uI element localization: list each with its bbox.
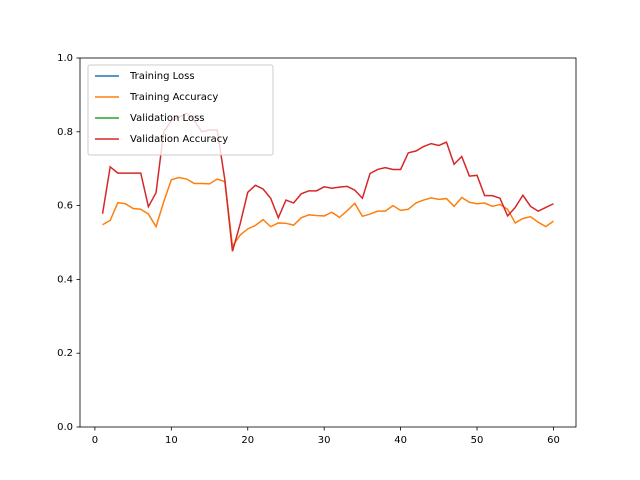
y-tick-label: 0.2 <box>57 348 73 359</box>
x-tick-label: 50 <box>471 435 484 446</box>
x-tick-label: 60 <box>547 435 560 446</box>
legend-label: Validation Loss <box>130 113 205 124</box>
y-tick-label: 0.6 <box>57 201 73 212</box>
y-tick-label: 0.0 <box>57 422 73 433</box>
legend-label: Training Loss <box>129 71 195 82</box>
series-line <box>102 176 554 249</box>
x-tick-label: 30 <box>318 435 331 446</box>
legend-box <box>87 64 274 156</box>
x-tick-label: 20 <box>241 435 254 446</box>
x-tick-label: 10 <box>165 435 178 446</box>
plot-frame <box>79 57 577 428</box>
y-tick-label: 0.4 <box>57 274 73 285</box>
legend-label: Training Accuracy <box>129 92 218 103</box>
legend-label: Validation Accuracy <box>130 134 228 145</box>
y-tick-label: 1.0 <box>57 53 73 64</box>
y-tick-label: 0.8 <box>57 127 73 138</box>
x-tick-label: 0 <box>92 435 98 446</box>
x-tick-label: 40 <box>394 435 407 446</box>
